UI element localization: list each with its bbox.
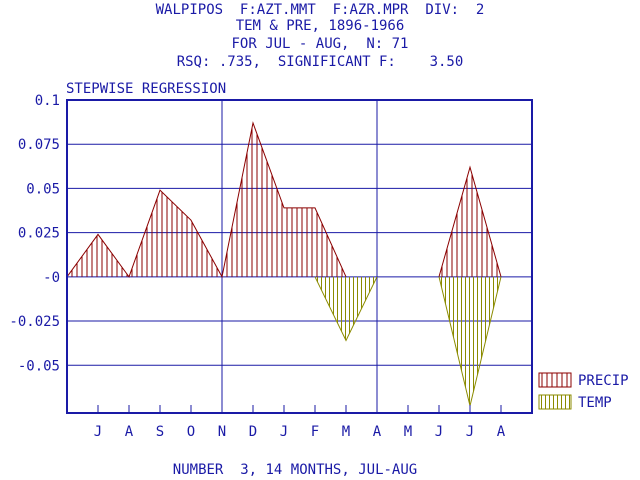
x-tick-label: J — [280, 424, 288, 440]
y-tick-label: 0.025 — [18, 226, 60, 242]
temp-area — [439, 276, 501, 406]
x-tick-label: A — [497, 424, 506, 440]
legend-swatch-temp — [538, 394, 572, 410]
x-tick-label: M — [342, 424, 350, 440]
chart-footer: NUMBER 3, 14 MONTHS, JUL-AUG — [172, 462, 418, 478]
header-line-3: FOR JUL - AUG, N: 71 — [231, 36, 409, 52]
temp-line — [314, 276, 378, 342]
x-tick-label: M — [404, 424, 412, 440]
chart-title: STEPWISE REGRESSION — [66, 81, 226, 97]
y-tick-label: -0.05 — [18, 358, 60, 374]
temp-area — [315, 276, 377, 341]
precip-area — [439, 167, 501, 277]
y-tick-label: 0.1 — [35, 93, 60, 109]
header-line-4: RSQ: .735, SIGNIFICANT F: 3.50 — [176, 54, 464, 70]
x-tick-label: N — [218, 424, 226, 440]
x-tick-label: S — [156, 424, 164, 440]
header-line-1: WALPIPOS F:AZT.MMT F:AZR.MPR DIV: 2 — [155, 2, 485, 18]
x-tick-label: J — [466, 424, 474, 440]
y-tick-label: -0 — [43, 270, 60, 286]
legend-label-temp: TEMP — [578, 395, 612, 411]
x-tick-label: J — [435, 424, 443, 440]
x-tick-label: O — [187, 424, 195, 440]
y-tick-label: -0.025 — [9, 314, 60, 330]
x-tick-label: A — [125, 424, 134, 440]
header-line-2: TEM & PRE, 1896-1966 — [235, 18, 405, 34]
precip-line — [66, 121, 347, 279]
x-tick-label: A — [373, 424, 382, 440]
x-tick-label: F — [311, 424, 319, 440]
legend-label-precip: PRECIP — [578, 373, 629, 389]
x-tick-label: J — [94, 424, 102, 440]
precip-area — [67, 123, 346, 277]
x-tick-label: D — [249, 424, 257, 440]
legend-swatch-precip — [538, 372, 572, 388]
plot-frame — [66, 99, 533, 414]
y-tick-label: 0.075 — [18, 137, 60, 153]
y-tick-label: 0.05 — [26, 181, 60, 197]
precip-line — [438, 165, 502, 277]
